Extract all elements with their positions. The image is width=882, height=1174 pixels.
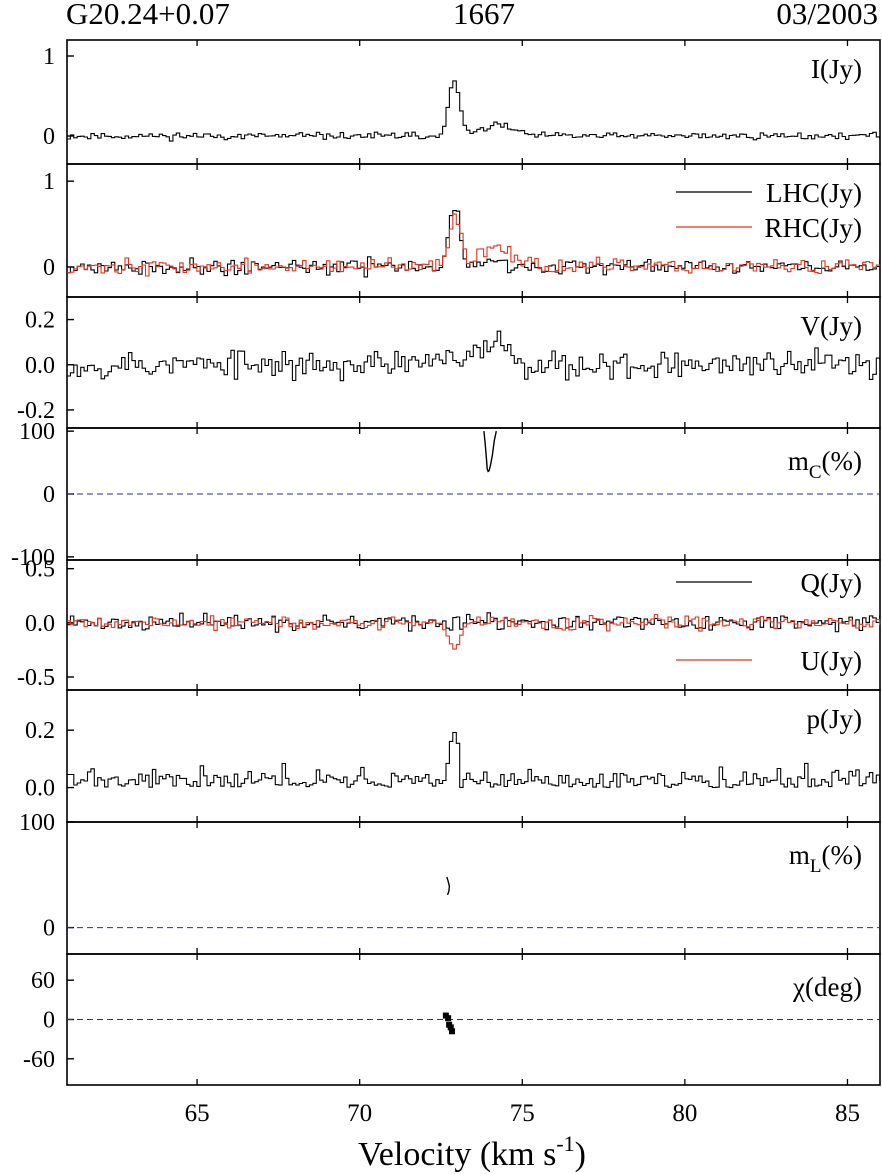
header-frequency: 1667: [453, 0, 515, 31]
panel-mL-frame: [66, 821, 881, 955]
panel-QU: -0.5 0.0 0.5 Q(Jy) U(Jy): [17, 557, 881, 691]
panel-chi: -60 0 60 χ(deg): [23, 953, 881, 1086]
y-tick-label: 0.0: [25, 353, 55, 379]
legend-label: Q(Jy): [801, 568, 863, 598]
legend-label: U(Jy): [801, 646, 863, 676]
panels: 0 1 I(Jy) 0 1 LHC(Jy) RHC(Jy) -0.2 0.0 0.2 V(Jy) -1…: [11, 39, 881, 1127]
panel-p-frame: [66, 689, 881, 823]
panel-label: V(Jy): [801, 311, 863, 341]
header-date: 03/2003: [776, 0, 878, 31]
series-V-0: [67, 330, 881, 382]
y-tick-label: 100: [19, 419, 55, 445]
x-axis-label-sup: -1: [556, 1131, 574, 1156]
y-tick-label: 0: [43, 255, 55, 281]
y-tick-label: 1: [43, 169, 55, 195]
series-LR-1: [67, 213, 881, 277]
panel-I: 0 1 I(Jy): [43, 39, 881, 165]
y-tick-label: 0.0: [25, 611, 55, 637]
y-tick-label: 0.5: [25, 557, 55, 583]
y-tick-label: 1: [43, 44, 55, 70]
panel-label: mC(%): [788, 446, 862, 483]
panel-label: I(Jy): [811, 54, 862, 84]
y-tick-label: 0: [43, 124, 55, 150]
panel-I-frame: [66, 39, 881, 165]
panel-V-frame: [66, 296, 881, 429]
panel-LR: 0 1 LHC(Jy) RHC(Jy): [43, 163, 881, 298]
x-tick-label: 80: [672, 1100, 697, 1127]
panel-mc: -100 0 100 mC(%): [11, 419, 881, 571]
y-tick-label: -100: [11, 545, 55, 571]
series-I-0: [67, 80, 881, 142]
y-tick-label: -60: [23, 1047, 55, 1073]
series-QU-0: [67, 612, 881, 633]
x-axis-label-main: Velocity (km s: [358, 1136, 556, 1173]
series-mc-0: [483, 430, 497, 473]
y-tick-label: -0.5: [17, 665, 55, 691]
y-tick-label: 0: [43, 916, 55, 942]
panel-LR-frame: [66, 163, 881, 298]
data-point: [445, 1015, 452, 1022]
y-tick-label: 100: [19, 810, 55, 836]
panel-label: χ(deg): [792, 972, 862, 1002]
series-p-0: [67, 731, 881, 789]
panel-V: -0.2 0.0 0.2 V(Jy): [17, 296, 881, 429]
panel-label: p(Jy): [807, 704, 863, 734]
header-source: G20.24+0.07: [66, 0, 230, 31]
panel-QU-frame: [66, 559, 881, 691]
data-point: [447, 1024, 454, 1031]
x-axis-label: Velocity (km s-1): [358, 1131, 586, 1173]
series-LR-0: [67, 210, 881, 278]
data-point: [449, 1028, 456, 1035]
series-QU-1: [67, 613, 881, 650]
y-tick-label: 0: [43, 1008, 55, 1034]
panel-p: 0.0 0.2 p(Jy): [25, 689, 881, 823]
y-tick-label: 0: [43, 482, 55, 508]
y-tick-label: 0.0: [25, 776, 55, 802]
x-tick-label: 65: [185, 1100, 210, 1127]
x-axis-label-tail: ): [575, 1136, 586, 1173]
x-tick-label: 85: [835, 1100, 860, 1127]
panel-mL: 0 100 mL(%): [19, 810, 881, 955]
x-tick-label: 70: [347, 1100, 372, 1127]
legend-label: LHC(Jy): [766, 178, 862, 208]
y-tick-label: 60: [31, 968, 55, 994]
y-tick-label: 0.2: [25, 308, 55, 334]
panel-label: mL(%): [789, 840, 862, 877]
y-tick-label: -0.2: [17, 398, 55, 424]
x-tick-label: 75: [510, 1100, 535, 1127]
legend-label: RHC(Jy): [764, 213, 862, 243]
y-tick-label: 0.2: [25, 718, 55, 744]
series-mL-0: [446, 876, 451, 896]
